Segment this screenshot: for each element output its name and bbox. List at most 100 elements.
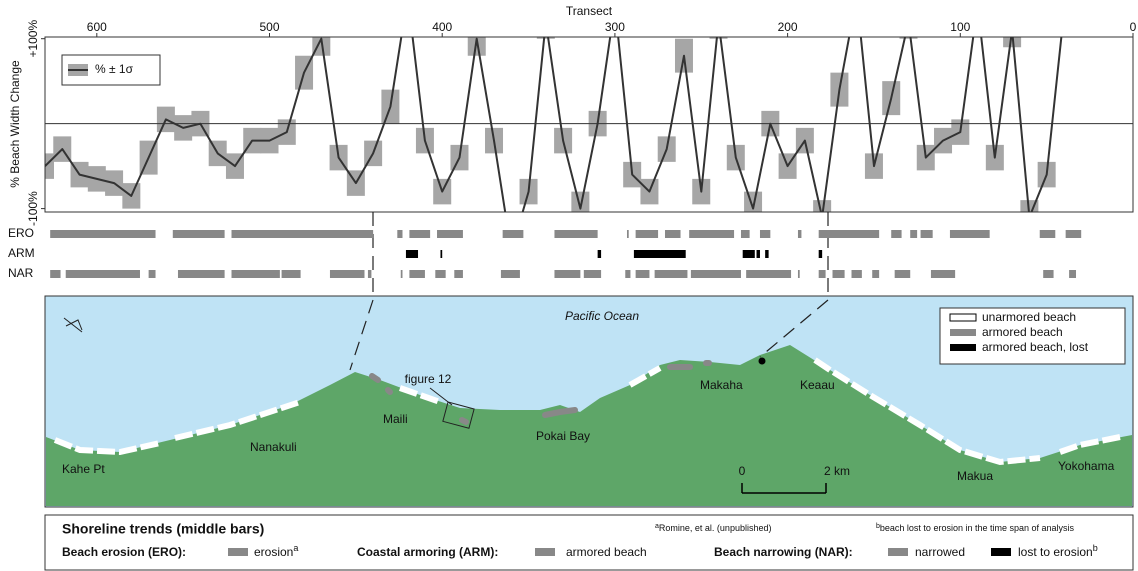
- scale-label: 0: [739, 464, 746, 478]
- strip-segment: [635, 270, 650, 278]
- y-tick-label: +100%: [26, 20, 40, 58]
- x-tick-label: 500: [259, 20, 279, 34]
- scale-label: 2 km: [824, 464, 850, 478]
- footer-label: Beach narrowing (NAR):: [714, 545, 853, 559]
- x-tick-label: 0: [1130, 20, 1137, 34]
- strip-segment: [759, 230, 771, 238]
- strip-segment: [910, 230, 918, 238]
- strip-segment: [742, 250, 755, 258]
- strip-label: ARM: [8, 246, 35, 260]
- north-arrow: [63, 317, 83, 333]
- strip-segment: [689, 230, 735, 238]
- footer-label: Beach erosion (ERO):: [62, 545, 186, 559]
- figure-pointer: [429, 387, 453, 406]
- strip-segment: [440, 250, 443, 258]
- footer-item: narrowed: [915, 545, 965, 559]
- footnote-mark: b: [1093, 543, 1098, 553]
- y-axis-label: % Beach Width Change: [8, 60, 22, 188]
- footnote-text: Romine, et al. (unpublished): [659, 523, 772, 533]
- footnote: aRomine, et al. (unpublished): [655, 523, 771, 534]
- strip-segment: [818, 250, 823, 258]
- land: [46, 345, 1132, 506]
- x-tick-label: 200: [778, 20, 798, 34]
- legend-label: armored beach: [982, 325, 1063, 339]
- strip-segment: [554, 230, 598, 238]
- lost-beach: [758, 357, 766, 365]
- strip-segment: [746, 270, 792, 278]
- strip-segment: [797, 270, 800, 278]
- strip-segment: [765, 250, 769, 258]
- strip-segment: [949, 230, 990, 238]
- strip-segment: [1065, 230, 1082, 238]
- strip-segment: [625, 270, 631, 278]
- plot-frame: [44, 36, 1134, 213]
- strip-segment: [1069, 270, 1077, 278]
- place: Makua: [957, 469, 993, 483]
- beaches: [53, 357, 1121, 466]
- footer-item-text: erosion: [254, 545, 293, 559]
- legend-swatch: [950, 344, 976, 351]
- strip-segment: [920, 230, 933, 238]
- strip-segment: [740, 230, 750, 238]
- footer-item: erosiona: [254, 543, 298, 559]
- armored-beaches: [369, 360, 712, 425]
- strip-segment: [148, 270, 156, 278]
- strip-segment: [633, 250, 686, 258]
- footer-item: lost to erosionb: [1018, 543, 1098, 559]
- footnote-mark: b: [876, 523, 880, 530]
- strip-segment: [50, 270, 61, 278]
- legend-swatch: [950, 329, 976, 336]
- strip-segment: [502, 230, 524, 238]
- x-axis-label: Transect: [566, 4, 613, 18]
- strip-segment: [818, 230, 880, 238]
- footnote-mark: a: [293, 543, 298, 553]
- footer-item-text: lost to erosion: [1018, 545, 1093, 559]
- footer-item: armored beach: [566, 545, 647, 559]
- strip-segment: [437, 230, 463, 238]
- strip-segment: [597, 250, 602, 258]
- place: Keaau: [800, 378, 835, 392]
- strip-segment: [50, 230, 156, 238]
- strip-segment: [583, 270, 602, 278]
- footer-swatch: [535, 548, 555, 556]
- x-tick-label: 400: [432, 20, 452, 34]
- guide-lines: [349, 212, 829, 371]
- strip-segment: [454, 270, 463, 278]
- strip-segment: [367, 270, 372, 278]
- x-tick-label: 600: [87, 20, 107, 34]
- strip-segment: [635, 230, 659, 238]
- strip-segment: [690, 270, 741, 278]
- strip-segment: [409, 230, 431, 238]
- footer-swatch: [888, 548, 908, 556]
- strip-segment: [400, 270, 403, 278]
- strip-label: NAR: [8, 266, 34, 280]
- place: Kahe Pt: [62, 462, 105, 476]
- figure-label: figure 12: [405, 372, 452, 386]
- scale-bar: [741, 483, 827, 494]
- legend-label: unarmored beach: [982, 310, 1076, 324]
- strip-segment: [797, 230, 802, 238]
- figure-box: [442, 401, 475, 429]
- strip-segment: [409, 270, 425, 278]
- footer-box: [44, 514, 1134, 571]
- ocean-label: Pacific Ocean: [565, 309, 639, 323]
- strip-segment: [397, 230, 403, 238]
- strip-segment: [851, 270, 862, 278]
- strip-segment: [654, 270, 688, 278]
- y-tick-label: -100%: [26, 191, 40, 226]
- strip-label: ERO: [8, 226, 34, 240]
- strip-segment: [894, 270, 911, 278]
- strip-segment: [872, 270, 880, 278]
- strip-segment: [231, 270, 280, 278]
- strip-segment: [756, 250, 760, 258]
- strip-segment: [891, 230, 902, 238]
- strip-segment: [1039, 230, 1056, 238]
- strip-segment: [177, 270, 225, 278]
- data-line: [45, 37, 1063, 212]
- legend-label: armored beach, lost: [982, 340, 1089, 354]
- place: Nanakuli: [250, 440, 297, 454]
- place: Makaha: [700, 378, 743, 392]
- footnote-text: beach lost to erosion in the time span o…: [880, 523, 1075, 533]
- footer-swatch: [228, 548, 248, 556]
